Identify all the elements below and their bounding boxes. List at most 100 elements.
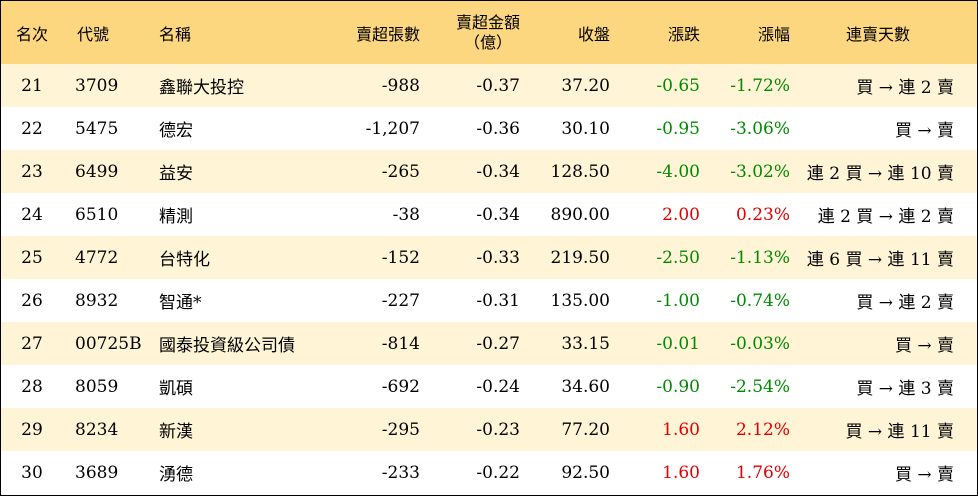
cell-consecutive-days: 連 6 買 → 連 11 賣 — [806, 250, 954, 270]
cell-change: -1.00 — [656, 290, 700, 311]
cell-rank: 21 — [21, 75, 43, 96]
cell-close: 77.20 — [561, 419, 610, 440]
cell-change: -2.50 — [656, 247, 700, 268]
header-name: 名稱 — [159, 24, 192, 44]
cell-code: 5475 — [75, 118, 119, 139]
cell-name: 新漢 — [159, 422, 193, 442]
cell-net-sell-amount: -0.24 — [476, 376, 520, 397]
table-row: 22 5475 德宏 -1,207 -0.36 30.10 -0.95 -3.06% 買 → 賣 — [1, 107, 977, 150]
cell-change: -0.95 — [656, 118, 700, 139]
cell-close: 219.50 — [550, 247, 610, 268]
cell-change-pct: 1.76% — [735, 462, 790, 483]
cell-net-sell-lots: -265 — [381, 161, 420, 182]
cell-net-sell-lots: -814 — [381, 333, 420, 354]
header-change-pct: 漲幅 — [757, 24, 790, 44]
header-net-sell-amount: 賣超金額 （億） — [420, 13, 520, 53]
cell-change: -0.65 — [656, 75, 700, 96]
cell-close: 890.00 — [550, 204, 610, 225]
cell-net-sell-lots: -152 — [381, 247, 420, 268]
table-row: 29 8234 新漢 -295 -0.23 77.20 1.60 2.12% 買 → 連 11 … — [1, 408, 977, 451]
cell-consecutive-days: 連 2 買 → 連 10 賣 — [806, 164, 954, 184]
cell-net-sell-lots: -988 — [381, 75, 420, 96]
cell-code: 4772 — [75, 247, 119, 268]
cell-code: 6499 — [75, 161, 119, 182]
cell-consecutive-days: 買 → 連 2 賣 — [856, 78, 954, 98]
cell-code: 00725B — [75, 333, 142, 354]
cell-code: 6510 — [75, 204, 119, 225]
cell-close: 34.60 — [561, 376, 610, 397]
cell-net-sell-amount: -0.34 — [476, 161, 520, 182]
cell-name: 台特化 — [159, 250, 210, 270]
cell-change-pct: -1.13% — [730, 247, 790, 268]
cell-name: 國泰投資級公司債 — [159, 336, 295, 356]
cell-change-pct: -0.03% — [730, 333, 790, 354]
cell-net-sell-amount: -0.31 — [476, 290, 520, 311]
cell-code: 3709 — [75, 75, 119, 96]
cell-name: 精測 — [159, 207, 193, 227]
cell-change: -0.01 — [656, 333, 700, 354]
cell-rank: 29 — [21, 419, 43, 440]
table-body: 21 3709 鑫聯大投控 -988 -0.37 37.20 -0.65 -1.72% 買 → … — [1, 64, 977, 494]
cell-code: 3689 — [75, 462, 119, 483]
cell-net-sell-amount: -0.36 — [476, 118, 520, 139]
cell-net-sell-lots: -1,207 — [365, 118, 420, 139]
cell-change-pct: -1.72% — [730, 75, 790, 96]
cell-consecutive-days: 連 2 買 → 連 2 賣 — [817, 207, 954, 227]
cell-code: 8059 — [75, 376, 119, 397]
cell-rank: 22 — [21, 118, 43, 139]
cell-rank: 26 — [21, 290, 43, 311]
cell-net-sell-amount: -0.27 — [476, 333, 520, 354]
header-consecutive-days: 連賣天數 — [845, 24, 910, 44]
cell-rank: 23 — [21, 161, 43, 182]
cell-change: -0.90 — [656, 376, 700, 397]
cell-net-sell-amount: -0.34 — [476, 204, 520, 225]
cell-consecutive-days: 買 → 連 2 賣 — [856, 293, 954, 313]
cell-net-sell-lots: -227 — [381, 290, 420, 311]
cell-net-sell-lots: -692 — [381, 376, 420, 397]
cell-consecutive-days: 買 → 賣 — [894, 465, 954, 485]
cell-name: 德宏 — [159, 121, 193, 141]
cell-net-sell-lots: -233 — [381, 462, 420, 483]
cell-net-sell-amount: -0.37 — [476, 75, 520, 96]
cell-change-pct: -0.74% — [730, 290, 790, 311]
cell-close: 92.50 — [561, 462, 610, 483]
cell-code: 8234 — [75, 419, 119, 440]
cell-close: 128.50 — [550, 161, 610, 182]
cell-name: 凱碩 — [159, 379, 193, 399]
cell-code: 8932 — [75, 290, 119, 311]
cell-name: 鑫聯大投控 — [159, 78, 244, 98]
cell-change-pct: -2.54% — [730, 376, 790, 397]
cell-close: 135.00 — [550, 290, 610, 311]
cell-close: 37.20 — [561, 75, 610, 96]
cell-rank: 25 — [21, 247, 43, 268]
cell-change-pct: 2.12% — [735, 419, 790, 440]
cell-consecutive-days: 買 → 連 11 賣 — [845, 422, 955, 442]
cell-change-pct: 0.23% — [735, 204, 790, 225]
header-change: 漲跌 — [667, 24, 700, 44]
cell-net-sell-lots: -295 — [381, 419, 420, 440]
header-code: 代號 — [77, 24, 110, 44]
table-row: 25 4772 台特化 -152 -0.33 219.50 -2.50 -1.13% 連 6 買… — [1, 236, 977, 279]
cell-name: 湧德 — [159, 465, 193, 485]
table-row: 28 8059 凱碩 -692 -0.24 34.60 -0.90 -2.54% 買 → 連 3… — [1, 365, 977, 408]
cell-net-sell-lots: -38 — [392, 204, 420, 225]
cell-net-sell-amount: -0.23 — [476, 419, 520, 440]
cell-consecutive-days: 買 → 連 3 賣 — [856, 379, 954, 399]
table-row: 24 6510 精測 -38 -0.34 890.00 2.00 0.23% 連 2 買 → 連… — [1, 193, 977, 236]
cell-change: 2.00 — [662, 204, 700, 225]
cell-consecutive-days: 買 → 賣 — [894, 336, 954, 356]
header-rank: 名次 — [15, 24, 48, 44]
cell-consecutive-days: 買 → 賣 — [894, 121, 954, 141]
table-row: 26 8932 智通* -227 -0.31 135.00 -1.00 -0.74% 買 → 連… — [1, 279, 977, 322]
cell-name: 益安 — [159, 164, 193, 184]
cell-net-sell-amount: -0.33 — [476, 247, 520, 268]
header-amount-unit: （億） — [463, 32, 512, 52]
table-row: 21 3709 鑫聯大投控 -988 -0.37 37.20 -0.65 -1.72% 買 → … — [1, 64, 977, 107]
cell-change-pct: -3.06% — [730, 118, 790, 139]
header-amount-line1: 賣超金額 — [455, 12, 520, 32]
table-row: 27 00725B 國泰投資級公司債 -814 -0.27 33.15 -0.01 -0.03… — [1, 322, 977, 365]
cell-change: 1.60 — [662, 462, 700, 483]
cell-close: 33.15 — [561, 333, 610, 354]
header-net-sell-lots: 賣超張數 — [355, 24, 420, 44]
